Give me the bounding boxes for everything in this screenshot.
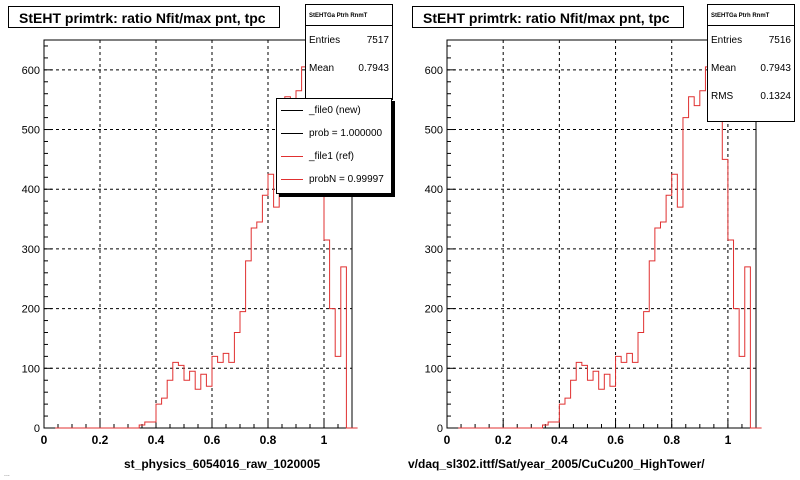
left-chart-title: StEHT primtrk: ratio Nfit/max pnt, tpc: [8, 6, 280, 28]
y-tick-label: 400: [425, 184, 443, 196]
right-stats-box: StEHTGa Ptrh RnmT Entries 7516 Mean 0.79…: [707, 4, 795, 122]
legend-swatch-red: [281, 179, 303, 180]
x-tick-label: 0.6: [204, 433, 221, 447]
stats-header: StEHTGa Ptrh RnmT: [306, 5, 392, 26]
stats-rms-row: RMS 0.1324: [708, 82, 794, 110]
right-chart-title: StEHT primtrk: ratio Nfit/max pnt, tpc: [412, 6, 684, 28]
stats-entries-row: Entries 7516: [708, 26, 794, 54]
x-tick-label: 0.4: [551, 433, 568, 447]
y-tick-label: 100: [22, 363, 40, 375]
y-tick-label: 0: [437, 423, 443, 435]
y-tick-label: 400: [22, 184, 40, 196]
y-tick-label: 300: [22, 244, 40, 256]
x-tick-label: 0: [41, 433, 48, 447]
y-tick-label: 200: [22, 304, 40, 316]
left-legend: _file0 (new) prob = 1.000000 _file1 (ref…: [276, 98, 392, 194]
stats-mean-value: 0.7943: [760, 62, 791, 74]
stats-mean-label: Mean: [711, 62, 737, 74]
left-plot: 0 0.2 0.4 0.6 0.8 1 0 100 200 300 400 500 600: [22, 39, 358, 447]
y-tick-label: 0: [34, 423, 40, 435]
legend-entry-prob: prob = 1.000000: [277, 122, 391, 145]
legend-label: probN = 0.99997: [309, 174, 384, 185]
stats-entries-value: 7517: [366, 34, 389, 46]
stats-entries-value: 7516: [768, 34, 791, 46]
y-tick-label: 500: [22, 125, 40, 137]
x-tick-label: 0.8: [663, 433, 680, 447]
stats-mean-row: Mean 0.7943: [306, 54, 392, 82]
right-x-axis-label: v/daq_sl302.ittf/Sat/year_2005/CuCu200_H…: [408, 457, 705, 471]
y-tick-label: 500: [425, 125, 443, 137]
stats-rms-value: 0.1324: [760, 90, 791, 102]
x-tick-label: 0.4: [148, 433, 165, 447]
legend-label: _file1 (ref): [309, 151, 355, 162]
legend-swatch-black: [281, 110, 303, 111]
stats-header: StEHTGa Ptrh RnmT: [708, 5, 794, 26]
legend-label: prob = 1.000000: [309, 128, 383, 139]
legend-label: _file0 (new): [309, 105, 361, 116]
x-tick-label: 0: [444, 433, 451, 447]
stats-entries-label: Entries: [309, 34, 341, 46]
y-tick-label: 100: [425, 363, 443, 375]
stats-mean-value: 0.7943: [358, 62, 389, 74]
legend-swatch-red: [281, 156, 303, 157]
legend-entry-file1: _file1 (ref): [277, 145, 391, 168]
x-tick-label: 0.2: [92, 433, 109, 447]
right-plot: 0 0.2 0.4 0.6 0.8 1 0 100 200 300 400 500 600: [425, 39, 762, 447]
x-tick-label: 1: [321, 433, 328, 447]
y-tick-label: 300: [425, 244, 443, 256]
stats-mean-label: Mean: [309, 62, 335, 74]
stats-entries-row: Entries 7517: [306, 26, 392, 54]
x-tick-label: 0.8: [260, 433, 277, 447]
y-tick-label: 600: [425, 65, 443, 77]
legend-entry-file0: _file0 (new): [277, 99, 391, 122]
x-tick-label: 0.2: [495, 433, 512, 447]
legend-entry-probn: probN = 0.99997: [277, 168, 391, 191]
stats-mean-row: Mean 0.7943: [708, 54, 794, 82]
y-tick-label: 600: [22, 65, 40, 77]
x-tick-label: 0.6: [607, 433, 624, 447]
left-x-axis-label: st_physics_6054016_raw_1020005: [124, 457, 321, 471]
stats-rms-label: RMS: [711, 90, 734, 102]
legend-swatch-black: [281, 133, 303, 134]
stats-entries-label: Entries: [711, 34, 743, 46]
x-tick-label: 1: [725, 433, 732, 447]
left-stats-box: StEHTGa Ptrh RnmT Entries 7517 Mean 0.79…: [305, 4, 393, 100]
footer-text: ...: [4, 471, 10, 478]
y-tick-label: 200: [425, 304, 443, 316]
